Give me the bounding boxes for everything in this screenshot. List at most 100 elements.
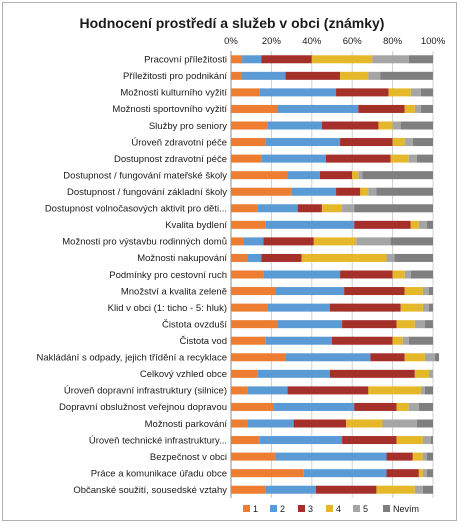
bar-segment [259,88,337,97]
legend-swatch [383,505,390,512]
category-label: Čistota ovzduší [162,319,227,330]
legend-swatch [326,505,333,512]
bar-segment [404,270,411,279]
bar-segment [358,171,363,180]
chart-title: Hodnocení prostředí a služeb v obci (zná… [80,15,385,31]
bar-segment [340,270,393,279]
bar-segment [231,253,248,262]
bar-segment [231,204,258,213]
bar-segment [231,237,244,246]
bar-segment [404,138,413,147]
bar-segment [231,369,258,378]
bar-segment [301,253,387,262]
bar-segment [231,303,268,312]
bar-segment [247,253,262,262]
bar-segment [321,121,379,130]
bar-segment [231,469,304,478]
bar-segment [410,88,421,97]
bar-segment [231,187,292,196]
bar-segment [422,287,429,296]
bar-segment [386,469,419,478]
bar-segment [422,303,429,312]
bar-segment [380,71,433,80]
bar-segment [416,154,433,163]
bar-segment [408,154,417,163]
category-label: Kvalita bydlení [165,220,227,231]
bar-segment [376,187,433,196]
category-label: Dostupnost zdravotní péče [114,154,227,165]
bar-segment [408,402,419,411]
bar-segment [257,204,298,213]
bar-segment [426,220,433,229]
bar-segment [265,485,316,494]
bar-segment [231,88,260,97]
bar-segment [414,485,423,494]
bar-segment [414,320,425,329]
bar-segment [428,287,433,296]
category-label: Možnosti nakupování [137,253,227,264]
bar-segment [404,353,425,362]
bar-segment [265,220,355,229]
bar-segment [408,55,433,64]
bar-segment [390,154,409,163]
x-tick-label: 80% [383,36,403,47]
bar-segment [424,320,433,329]
bar-segment [342,204,355,213]
bar-segment [231,154,262,163]
bar-segment [265,138,341,147]
bar-segment [287,386,369,395]
bar-segment [241,55,262,64]
bar-segment [426,452,433,461]
chart-frame: Hodnocení prostředí a služeb v obci (zná… [2,2,457,521]
bar-segment [428,369,433,378]
category-label: Klid v obci (1: ticho - 5: hluk) [108,303,227,314]
bar-segment [261,253,302,262]
bar-segment [392,270,405,279]
bar-segment [422,452,427,461]
category-label: Úroveň dopravní infrastruktury (silnice) [64,386,227,397]
bar-segment [422,469,427,478]
bar-segment [231,121,268,130]
bar-segment [257,369,330,378]
bar-segment [354,402,397,411]
category-label: Dostupnost / fungování mateřské školy [63,170,227,181]
bar-segment [231,220,266,229]
category-label: Služby pro seniory [149,121,227,132]
category-labels: Pracovní příležitosti Příležitosti pro po… [37,55,228,496]
bar-segment [342,436,397,445]
category-label: Čistota vod [179,336,227,347]
bar-segment [402,336,409,345]
bar-segment [382,419,417,428]
bar-segment [332,336,393,345]
legend-label: 3 [308,504,313,514]
bar-segment [392,121,401,130]
category-label: Dopravní obslužnost veřejnou dopravou [59,402,227,413]
bar-segment [261,55,312,64]
bar-segment [386,452,413,461]
bar-segment [231,270,264,279]
category-label: Pracovní příležitosti [144,55,227,66]
bar-segment [408,336,433,345]
bar-segment [426,469,433,478]
bar-segment [231,171,288,180]
bar-segment [370,353,405,362]
legend-swatch [243,505,250,512]
bar-segment [325,154,391,163]
bar-segment [420,386,425,395]
bar-segment [358,104,405,113]
bar-segment [231,353,286,362]
bar-segment [412,452,423,461]
bar-segment [422,436,431,445]
bar-segment [340,138,393,147]
legend-label: 2 [280,504,285,514]
bar-segment [386,253,395,262]
category-label: Občanské soužití, sousedské vztahy [73,485,227,496]
bar-segment [400,121,433,130]
legend-label: 4 [336,504,341,514]
category-label: Možnosti pro výstavbu rodinných domů [62,237,227,248]
bar-segment [231,104,278,113]
bar-segment [231,55,242,64]
bar-segment [388,88,411,97]
bar-segment [410,220,419,229]
bar-segment [329,303,401,312]
